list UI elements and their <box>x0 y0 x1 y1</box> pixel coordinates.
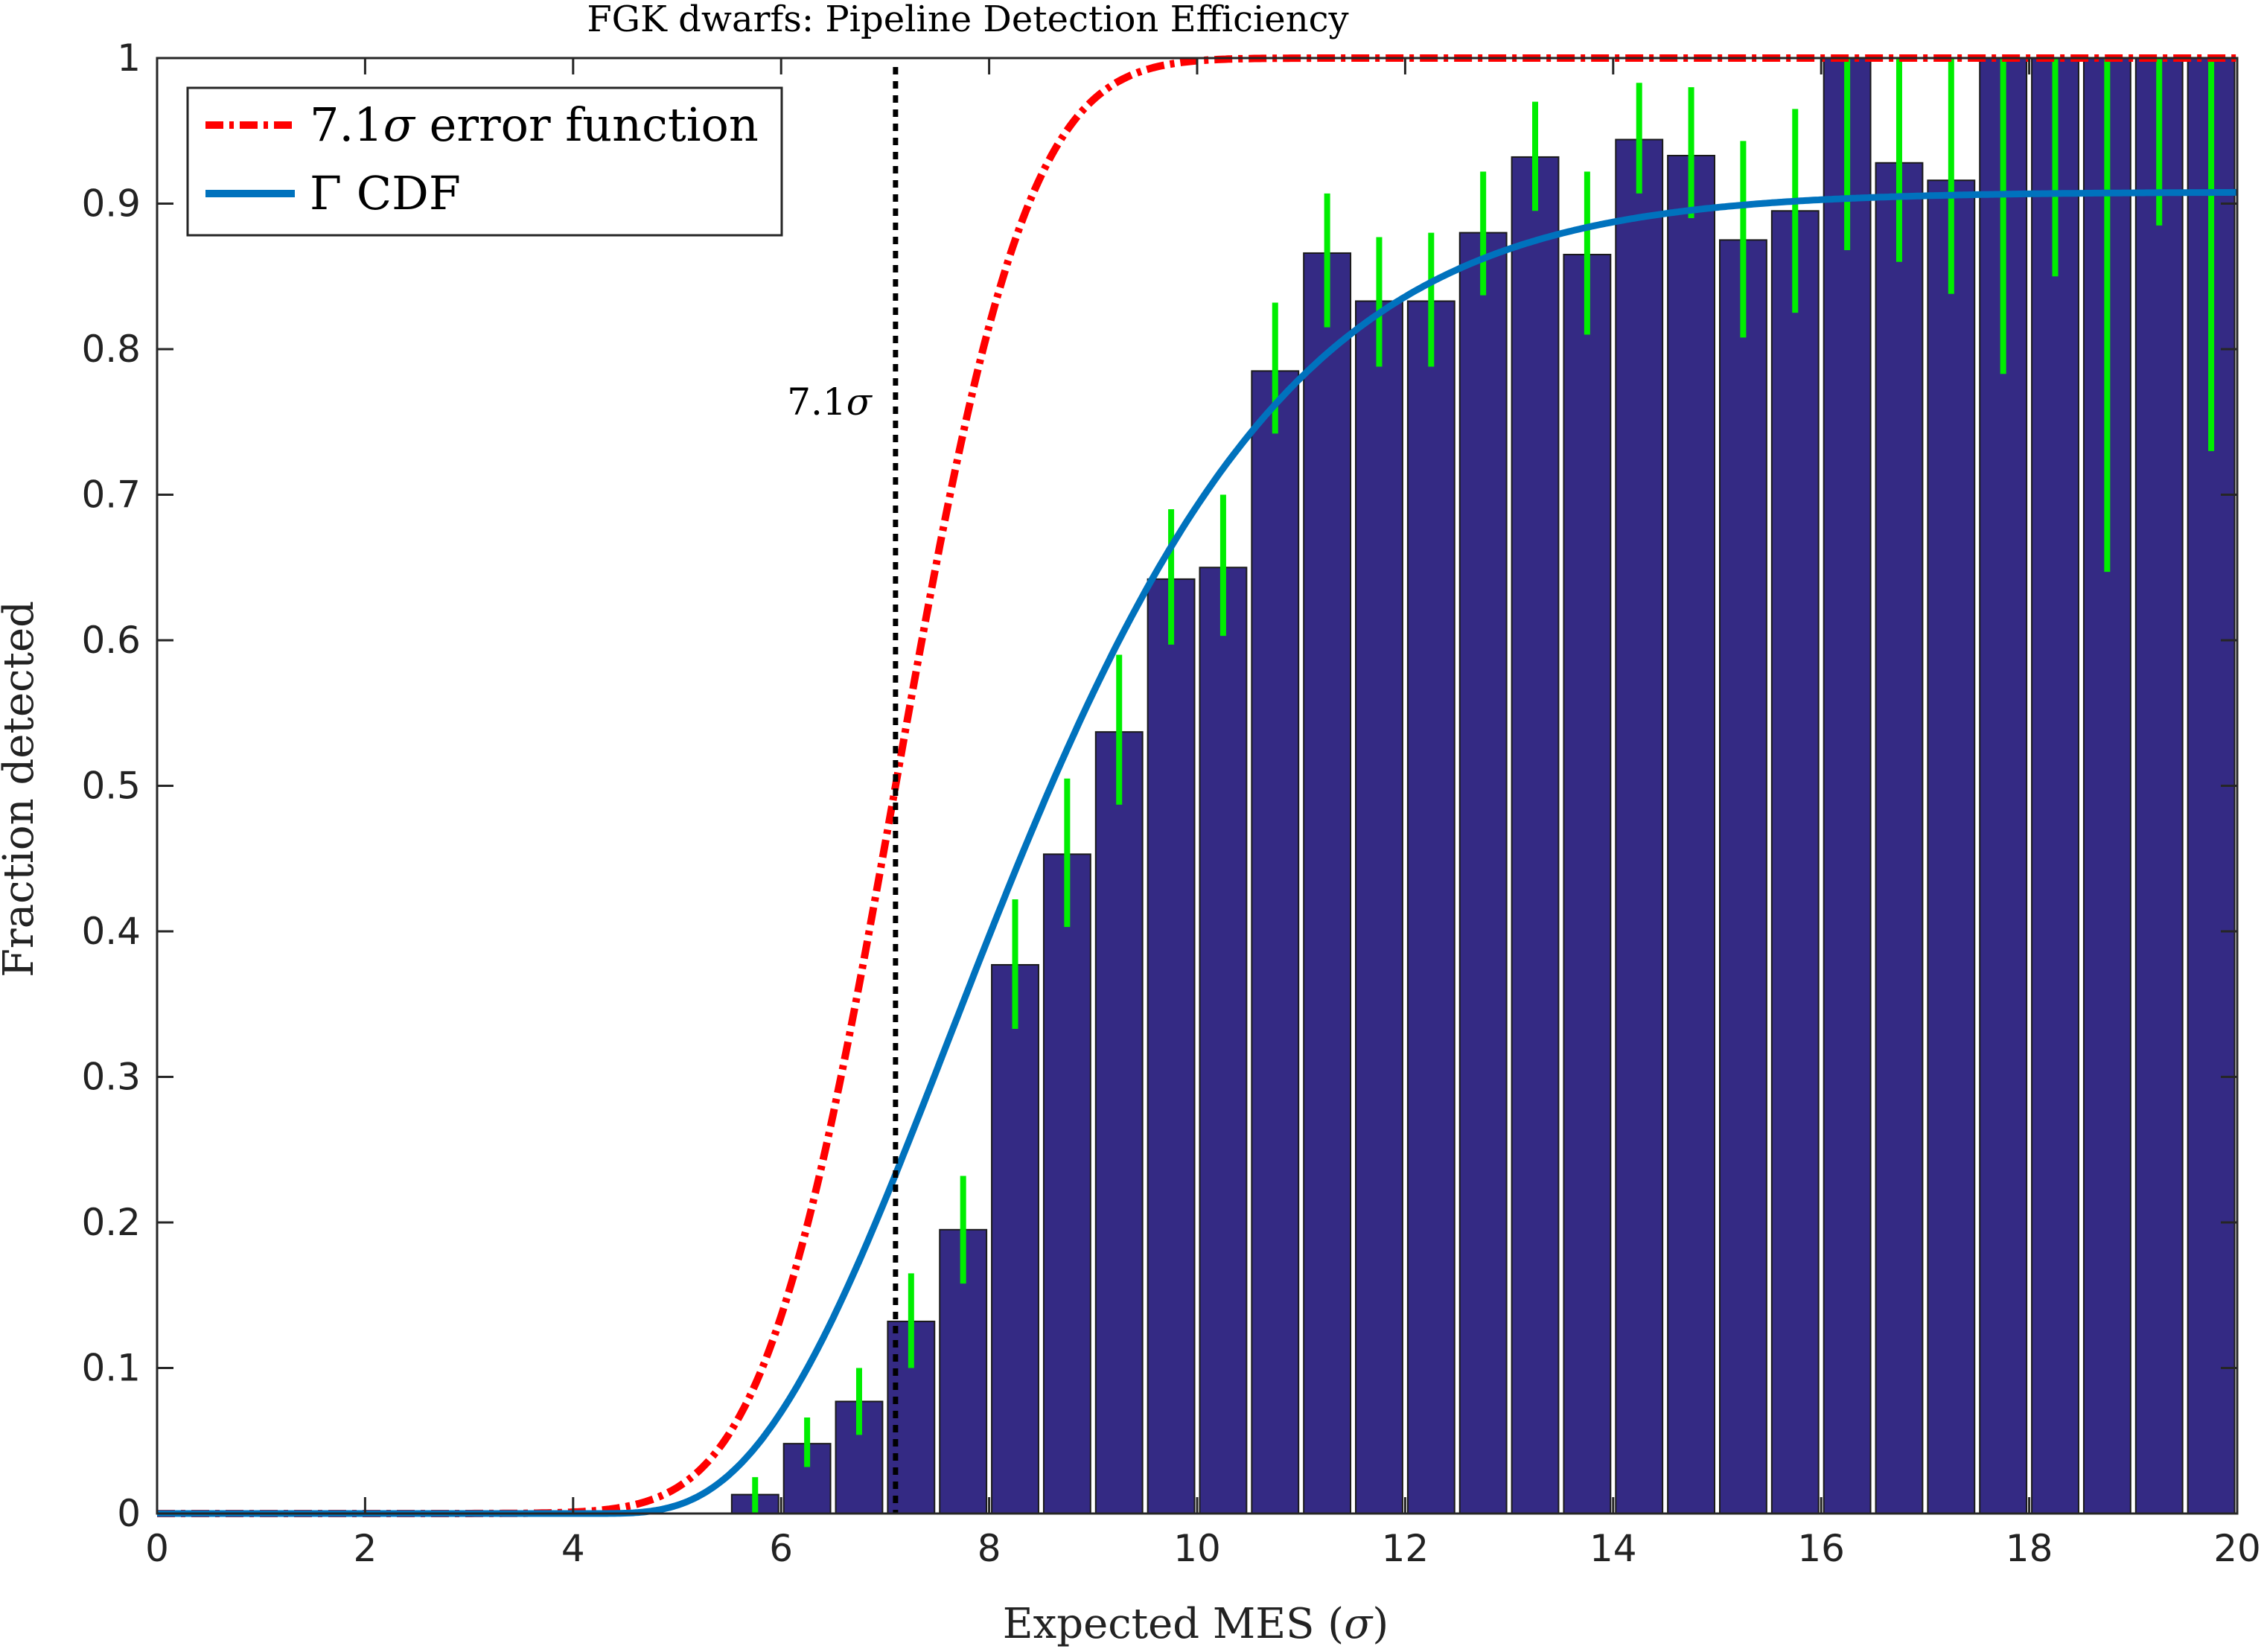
legend-label-erf-num: 7.1 <box>310 98 383 152</box>
legend-label-gamma-text: CDF <box>342 166 461 220</box>
y-tick-label: 0.6 <box>81 619 141 662</box>
y-tick-label: 0.8 <box>81 328 141 371</box>
bar <box>1458 232 1508 1515</box>
x-tick-label: 6 <box>769 1527 793 1570</box>
legend-label-erf-sym: σ <box>383 98 416 152</box>
y-tick-label: 0.7 <box>81 473 141 517</box>
bar <box>1147 578 1196 1514</box>
y-tick-label: 0.1 <box>81 1347 141 1390</box>
bar <box>2134 57 2184 1514</box>
legend-label-gamma-sym: Γ <box>310 166 342 220</box>
y-tick-label: 0.4 <box>81 910 141 953</box>
x-tick-label: 0 <box>145 1527 169 1570</box>
x-tick-label: 2 <box>353 1527 377 1570</box>
bar <box>1927 179 1976 1515</box>
bar <box>1875 162 1924 1514</box>
bar <box>1770 210 1820 1514</box>
x-tick-label: 20 <box>2213 1527 2261 1570</box>
bar <box>1303 252 1352 1515</box>
x-tick-label: 16 <box>1797 1527 1845 1570</box>
erf-curve <box>156 54 2239 1517</box>
y-tick-labels: 0 0.1 0.2 0.3 0.4 0.5 0.6 0.7 0.8 0.9 1 <box>81 36 141 1535</box>
x-axis-label-text: Expected MES ( <box>1003 1600 1344 1648</box>
y-tick-label: 0.2 <box>81 1201 141 1244</box>
y-tick-label: 0.3 <box>81 1056 141 1099</box>
bar <box>1667 154 1716 1515</box>
x-tick-label: 12 <box>1382 1527 1429 1570</box>
bar <box>1042 853 1091 1514</box>
bar <box>1823 57 1872 1514</box>
gamma-cdf-curve <box>156 188 2238 1517</box>
bar <box>1563 253 1612 1514</box>
y-tick-label: 0.9 <box>81 182 141 226</box>
x-tick-label: 14 <box>1589 1527 1637 1570</box>
bar <box>1355 300 1403 1514</box>
y-tick-label: 1 <box>117 36 141 80</box>
bar <box>1718 239 1767 1514</box>
curves-layer <box>156 54 2239 1517</box>
legend-label-erf: 7.1σ error function <box>310 98 759 152</box>
x-axis-label: Expected MES (σ) <box>1003 1600 1388 1648</box>
bar <box>991 963 1039 1514</box>
x-tick-labels: 0 2 4 6 8 10 12 14 16 18 20 <box>145 1527 2261 1570</box>
bar <box>1094 731 1144 1514</box>
x-tick-label: 10 <box>1173 1527 1221 1570</box>
threshold-label-num: 7.1 <box>787 380 846 424</box>
bar <box>2031 57 2079 1514</box>
bars-layer <box>730 57 2236 1515</box>
plot-frame <box>156 57 2239 1515</box>
x-axis-label-close: ) <box>1372 1600 1388 1648</box>
x-tick-label: 4 <box>561 1527 585 1570</box>
bar <box>1615 138 1664 1515</box>
bar <box>1199 567 1248 1514</box>
x-tick-label: 8 <box>978 1527 1001 1570</box>
bar <box>1251 370 1300 1515</box>
errorbars-layer <box>752 58 2215 1514</box>
ticks-layer <box>156 57 2239 1515</box>
y-axis-label: Fraction detected <box>0 601 43 978</box>
bar <box>1406 300 1455 1514</box>
x-tick-label: 18 <box>2006 1527 2053 1570</box>
legend-label-erf-text: error function <box>415 98 759 152</box>
y-tick-label: 0 <box>117 1492 141 1535</box>
legend-label-gamma: Γ CDF <box>310 166 461 220</box>
bar <box>1511 156 1560 1515</box>
chart-title: FGK dwarfs: Pipeline Detection Efficienc… <box>587 0 1348 40</box>
y-tick-label: 0.5 <box>81 765 141 808</box>
x-axis-label-sym: σ <box>1344 1600 1374 1648</box>
threshold-label-sym: σ <box>846 380 873 424</box>
legend: 7.1σ error function Γ CDF <box>186 86 783 237</box>
threshold-label: 7.1σ <box>787 380 873 424</box>
legend-box <box>186 86 783 237</box>
